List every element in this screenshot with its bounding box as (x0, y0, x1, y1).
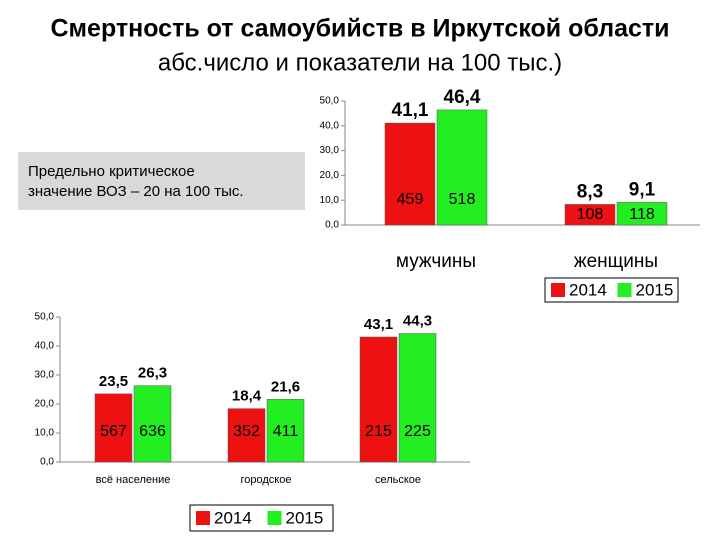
y-tick-label: 30,0 (35, 370, 55, 381)
count-label: 411 (273, 423, 299, 440)
x-tick-label: всё население (96, 474, 171, 486)
legend-label: 2015 (286, 508, 324, 527)
count-label: 459 (397, 191, 424, 208)
legend-swatch (551, 283, 565, 297)
value-label: 43,1 (364, 316, 393, 333)
note-line: Предельно критическое (28, 163, 195, 180)
count-label: 518 (449, 191, 476, 208)
x-tick-label: мужчины (396, 251, 476, 272)
legend-label: 2015 (636, 280, 674, 299)
x-tick-label: женщины (574, 251, 658, 272)
legend-swatch (617, 283, 632, 297)
bar (359, 336, 398, 463)
legend-swatch (267, 511, 282, 525)
bar (398, 333, 437, 463)
count-label: 118 (629, 206, 655, 223)
y-tick-label: 20,0 (320, 170, 340, 181)
x-tick-label: сельское (375, 474, 421, 486)
note-line: значение ВОЗ – 20 на 100 тыс. (28, 183, 244, 200)
value-label: 26,3 (138, 365, 167, 382)
bar (94, 393, 133, 463)
value-label: 44,3 (403, 312, 432, 329)
bar (133, 385, 172, 463)
y-tick-label: 0,0 (325, 220, 339, 231)
value-label: 41,1 (392, 100, 429, 121)
bar (436, 109, 488, 226)
subtitle: абс.число и показатели на 100 тыс.) (158, 49, 562, 76)
y-tick-label: 50,0 (35, 312, 55, 323)
value-label: 21,6 (271, 378, 300, 395)
bar (564, 204, 616, 226)
value-label: 8,3 (577, 181, 603, 202)
y-tick-label: 40,0 (320, 120, 340, 131)
count-label: 215 (365, 423, 392, 440)
count-label: 225 (404, 423, 431, 440)
count-label: 567 (100, 423, 127, 440)
legend-box (189, 504, 334, 532)
y-tick-label: 0,0 (40, 457, 54, 468)
value-label: 46,4 (444, 87, 481, 108)
bar (266, 399, 305, 463)
y-tick-label: 50,0 (320, 96, 340, 107)
y-tick-label: 20,0 (35, 399, 55, 410)
value-label: 23,5 (99, 373, 128, 390)
value-label: 9,1 (629, 179, 656, 200)
x-tick-label: городское (241, 474, 292, 486)
legend-label: 2014 (214, 508, 252, 527)
value-label: 18,4 (232, 388, 262, 405)
legend-box (544, 277, 679, 303)
legend-swatch (196, 511, 210, 525)
bar (384, 122, 436, 226)
y-tick-label: 10,0 (320, 195, 340, 206)
y-tick-label: 10,0 (35, 428, 55, 439)
bar (227, 408, 266, 463)
y-tick-label: 40,0 (35, 341, 55, 352)
title: Смертность от самоубийств в Иркутской об… (51, 15, 670, 43)
bar (616, 202, 668, 226)
count-label: 636 (139, 423, 166, 440)
legend-label: 2014 (569, 280, 607, 299)
y-tick-label: 30,0 (320, 145, 340, 156)
note-box (18, 152, 305, 210)
count-label: 352 (233, 423, 260, 440)
count-label: 108 (577, 206, 604, 223)
